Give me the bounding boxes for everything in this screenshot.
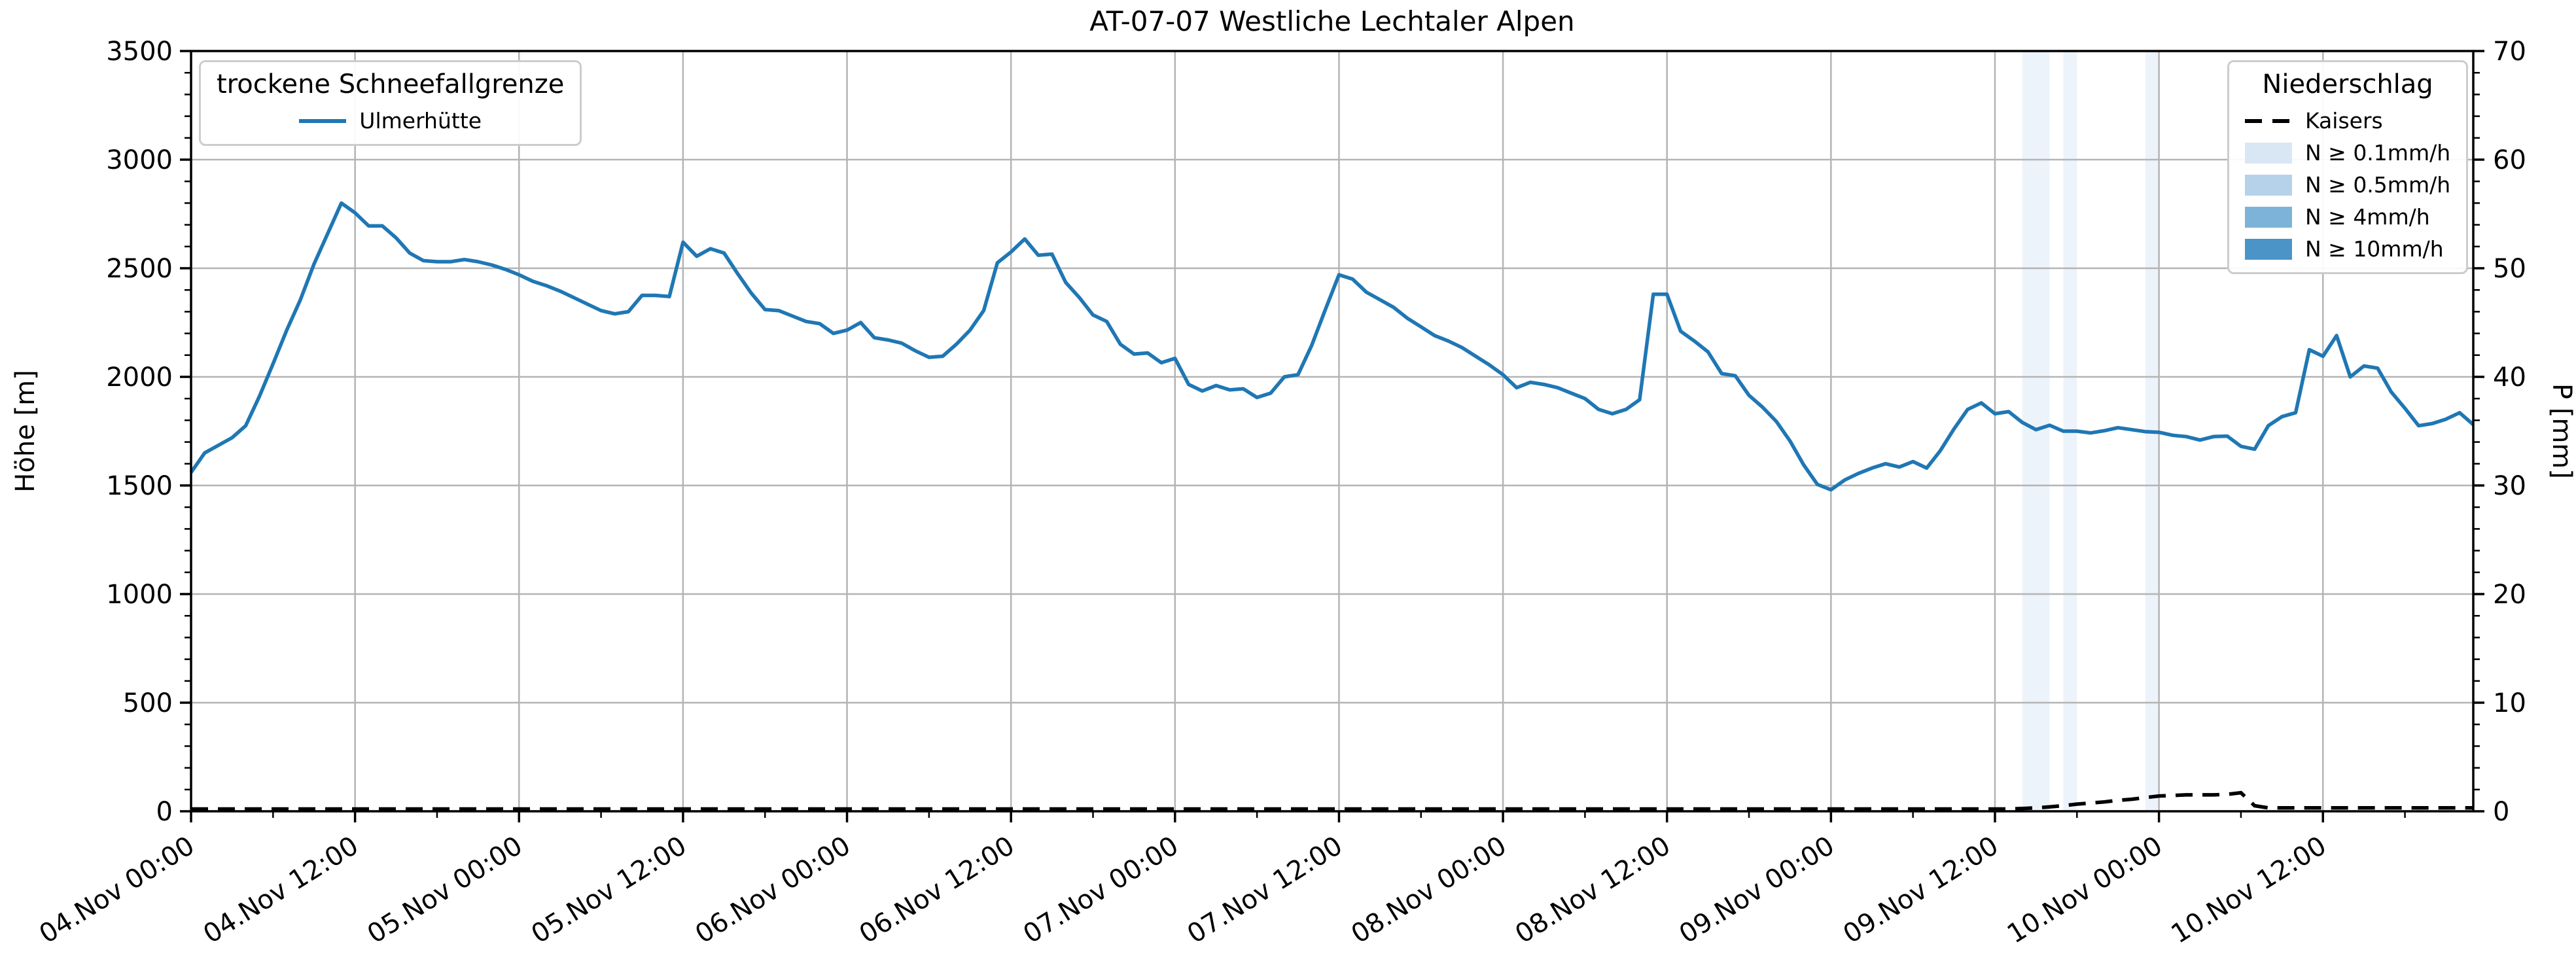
legend-entry-label: N ≥ 4mm/h (2305, 204, 2430, 230)
series-line-ulmerhuette (189, 201, 2475, 492)
legend-entry-label: Kaisers (2305, 108, 2383, 133)
legend-entry-label: Ulmerhütte (359, 108, 482, 133)
x-tick-label: 06.Nov 12:00 (854, 830, 1019, 949)
x-tick-label: 04.Nov 00:00 (34, 830, 200, 949)
y-left-tick-label: 2500 (106, 254, 173, 284)
series-line-kaisers (191, 790, 2473, 811)
x-tick-label: 07.Nov 12:00 (1182, 830, 1348, 949)
patch-swatch-icon (2245, 238, 2292, 260)
legend-snowline-entries: Ulmerhütte (217, 108, 564, 133)
y-right-tick-label: 20 (2493, 580, 2526, 610)
legend-entry: N ≥ 0.1mm/h (2245, 140, 2450, 166)
y-left-tick-label: 1500 (106, 471, 173, 501)
legend-snowline: trockene Schneefallgrenze Ulmerhütte (199, 60, 582, 146)
legend-entry-label: N ≥ 0.1mm/h (2305, 140, 2451, 166)
chart-title: AT-07-07 Westliche Lechtaler Alpen (1089, 5, 1575, 37)
y-left-tick-label: 0 (156, 797, 173, 827)
x-tick-label: 06.Nov 00:00 (690, 830, 856, 949)
x-tick-label: 07.Nov 00:00 (1018, 830, 1184, 949)
x-tick-label: 10.Nov 12:00 (2166, 830, 2331, 949)
y-right-tick-label: 0 (2493, 797, 2509, 827)
y-left-tick-label: 1000 (106, 580, 173, 610)
y-right-tick-label: 50 (2493, 254, 2526, 284)
legend-entry: N ≥ 10mm/h (2245, 236, 2450, 262)
legend-precip-title: Niederschlag (2262, 69, 2433, 99)
patch-swatch-icon (2245, 206, 2292, 228)
y-right-tick-label: 30 (2493, 471, 2526, 501)
x-tick-label: 09.Nov 00:00 (1674, 830, 1840, 949)
y-left-tick-label: 3000 (106, 145, 173, 175)
y-right-tick-label: 60 (2493, 145, 2526, 175)
legend-entry: N ≥ 0.5mm/h (2245, 172, 2450, 198)
y-left-tick-label: 500 (123, 688, 173, 718)
y-left-tick-label: 2000 (106, 362, 173, 393)
y-right-tick-label: 40 (2493, 362, 2526, 393)
x-tick-label: 10.Nov 00:00 (2002, 830, 2168, 949)
y-axis-label-left: Höhe [m] (10, 370, 41, 492)
y-axis-label-right: P [mm] (2547, 383, 2576, 479)
x-tick-label: 05.Nov 12:00 (526, 830, 692, 949)
y-right-tick-label: 70 (2493, 37, 2526, 67)
patch-swatch-icon (2245, 142, 2292, 164)
legend-entry-label: N ≥ 10mm/h (2305, 236, 2444, 262)
x-tick-label: 08.Nov 00:00 (1346, 830, 1511, 949)
x-tick-label: 04.Nov 12:00 (198, 830, 364, 949)
legend-precip-entries: Kaisers N ≥ 0.1mm/h N ≥ 0.5mm/h N ≥ 4mm/h N … (2245, 108, 2450, 262)
legend-entry-label: N ≥ 0.5mm/h (2305, 172, 2451, 198)
legend-precip: Niederschlag Kaisers N ≥ 0.1mm/h N ≥ 0.5mm… (2227, 60, 2469, 274)
patch-swatch-icon (2245, 174, 2292, 196)
x-tick-label: 05.Nov 00:00 (362, 830, 527, 949)
legend-snowline-title: trockene Schneefallgrenze (217, 69, 565, 99)
y-right-tick-label: 10 (2493, 688, 2526, 718)
dashed-line-swatch-icon (2245, 118, 2292, 123)
legend-entry: Kaisers (2245, 108, 2450, 133)
line-swatch-icon (299, 118, 347, 123)
x-tick-label: 09.Nov 12:00 (1838, 830, 2003, 949)
legend-entry: N ≥ 4mm/h (2245, 204, 2450, 230)
x-tick-label: 08.Nov 12:00 (1510, 830, 1676, 949)
y-left-tick-label: 3500 (106, 37, 173, 67)
legend-entry: Ulmerhütte (217, 108, 564, 133)
axes-spines (190, 50, 2475, 813)
